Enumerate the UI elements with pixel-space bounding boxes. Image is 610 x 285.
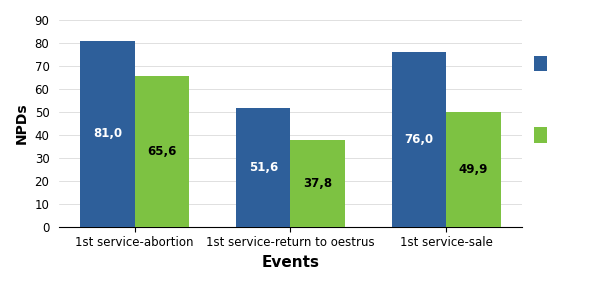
X-axis label: Events: Events — [262, 255, 320, 270]
Bar — [80, 41, 135, 227]
Bar — [290, 140, 345, 227]
Bar — [447, 112, 501, 227]
Text: 51,6: 51,6 — [249, 161, 278, 174]
Bar — [135, 76, 189, 227]
Text: 37,8: 37,8 — [303, 177, 332, 190]
Text: 49,9: 49,9 — [459, 163, 488, 176]
Y-axis label: NPDs: NPDs — [15, 103, 29, 144]
Bar — [392, 52, 447, 227]
Text: 65,6: 65,6 — [147, 145, 177, 158]
Text: 81,0: 81,0 — [93, 127, 122, 140]
Bar — [236, 108, 290, 227]
Text: 76,0: 76,0 — [404, 133, 434, 146]
